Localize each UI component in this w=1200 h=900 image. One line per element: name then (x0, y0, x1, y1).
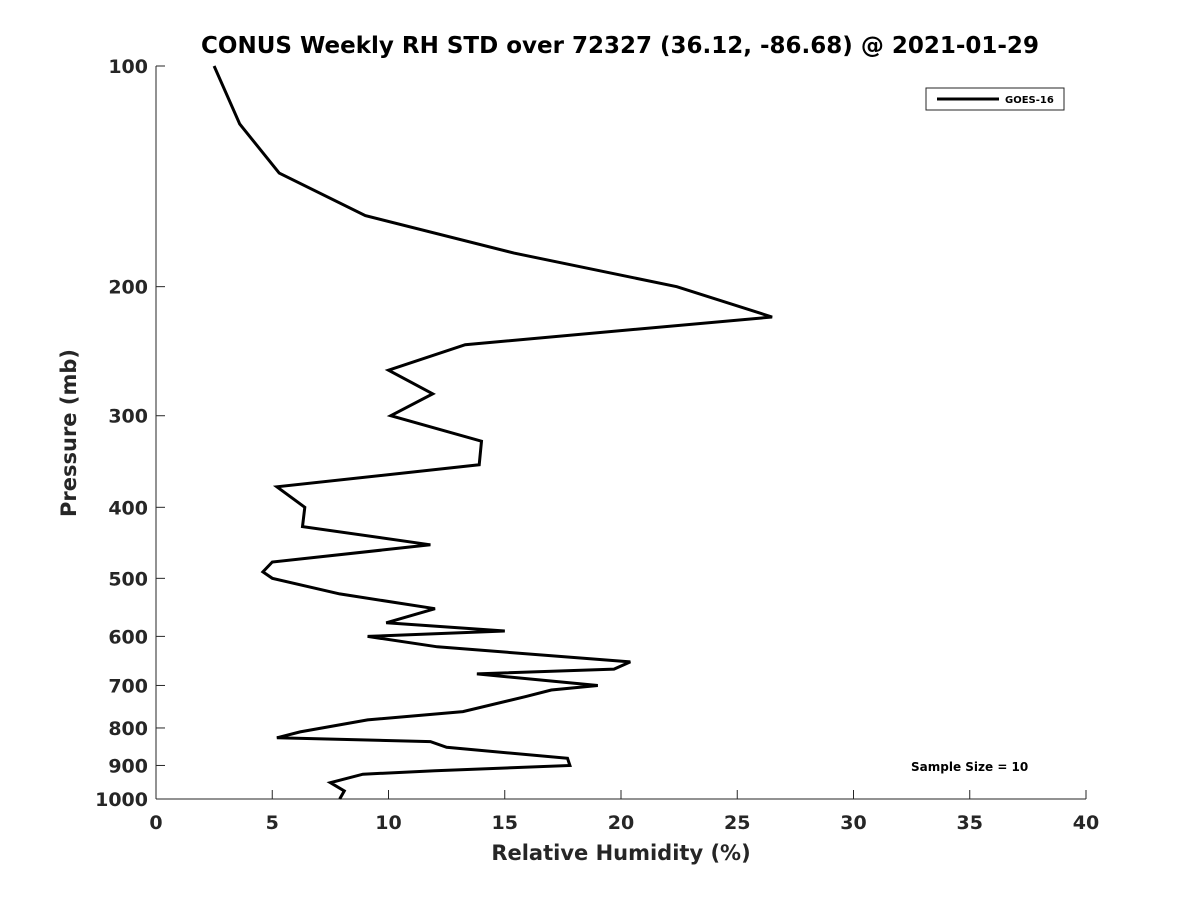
x-tick-label: 20 (608, 812, 634, 834)
y-tick-label: 700 (108, 675, 148, 697)
x-ticks: 0 5 10 15 20 25 30 35 40 (149, 790, 1099, 834)
y-tick-label: 800 (108, 718, 148, 740)
y-tick-label: 200 (108, 277, 148, 299)
x-tick-label: 25 (724, 812, 750, 834)
y-tick-label: 300 (108, 406, 148, 428)
x-tick-label: 0 (149, 812, 162, 834)
series-line-goes-16 (212, 65, 773, 800)
y-tick-label: 500 (108, 568, 148, 590)
y-axis-label: Pressure (mb) (57, 349, 81, 517)
y-tick-label: 1000 (95, 789, 148, 811)
y-tick-label: 600 (108, 626, 148, 648)
x-axis-label: Relative Humidity (%) (491, 841, 750, 865)
x-tick-label: 15 (492, 812, 518, 834)
legend: GOES-16 (925, 87, 1065, 111)
y-ticks: 100 200 300 400 500 600 700 800 900 1000 (95, 56, 165, 811)
series-lines (212, 65, 773, 800)
x-tick-label: 35 (957, 812, 983, 834)
y-tick-label: 400 (108, 497, 148, 519)
y-tick-label: 100 (108, 56, 148, 78)
chart-title: CONUS Weekly RH STD over 72327 (36.12, -… (201, 33, 1039, 59)
y-tick-label: 900 (108, 755, 148, 777)
x-tick-label: 30 (840, 812, 866, 834)
plot-area: 0 5 10 15 20 25 30 35 40 100 200 300 400 500 600 700 80… (95, 56, 1099, 834)
legend-label-goes-16: GOES-16 (1005, 95, 1054, 106)
x-tick-label: 10 (375, 812, 401, 834)
sample-size-annotation: Sample Size = 10 (911, 760, 1028, 774)
x-tick-label: 40 (1073, 812, 1099, 834)
x-tick-label: 5 (266, 812, 279, 834)
